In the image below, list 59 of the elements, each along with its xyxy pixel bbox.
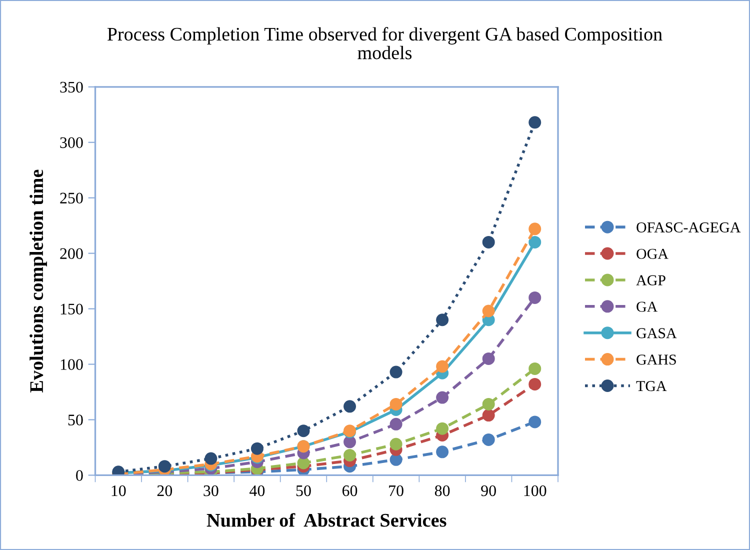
point: [344, 448, 356, 462]
point: [436, 314, 449, 326]
point: [344, 436, 356, 448]
point: [482, 352, 495, 365]
y-tick-label: 250: [60, 192, 83, 204]
x-tick-label: 60: [342, 485, 358, 496]
x-tick-label: 80: [434, 485, 450, 496]
y-tick-label: 100: [60, 359, 83, 370]
point: [250, 442, 264, 455]
y-axis-title: Evolutions completion time: [30, 170, 47, 393]
legend-label: TGA: [636, 381, 667, 392]
legend-label: GAHS: [636, 354, 676, 365]
point: [436, 446, 449, 458]
point: [297, 456, 310, 470]
point: [528, 291, 542, 304]
point: [528, 236, 542, 248]
point: [436, 422, 449, 435]
point: [390, 438, 402, 450]
chart-title: Process Completion Time observed for divergent GA based Composition models: [107, 27, 662, 60]
x-tick-label: 100: [524, 485, 546, 496]
point: [482, 409, 495, 422]
x-tick-label: 10: [112, 485, 126, 496]
point: [482, 304, 495, 318]
point: [297, 424, 310, 438]
legend-label: GASA: [636, 328, 677, 338]
point: [436, 391, 449, 404]
point: [390, 366, 402, 378]
point: [482, 236, 495, 248]
x-tick-label: 70: [389, 485, 404, 496]
x-tick-label: 90: [481, 485, 496, 496]
x-tick-label: 30: [204, 485, 218, 496]
point: [390, 398, 402, 410]
y-tick-label: 350: [60, 82, 83, 93]
point: [528, 116, 542, 129]
point: [436, 360, 449, 373]
y-tick-label: 300: [60, 137, 83, 148]
point: [204, 452, 218, 465]
point: [390, 453, 402, 466]
legend-label: OFASC-AGEGA: [636, 222, 741, 232]
point: [158, 460, 171, 473]
y-tick-label: 0: [76, 470, 83, 481]
point: [482, 398, 495, 410]
x-tick-label: 40: [250, 485, 265, 496]
y-tick-label: 200: [60, 248, 83, 260]
x-tick-label: 50: [296, 485, 311, 496]
y-tick-label: 50: [68, 414, 83, 426]
x-tick-label: 20: [157, 485, 172, 496]
x-axis-title: Number of Abstract Services: [206, 513, 446, 527]
point: [528, 378, 542, 390]
legend-label: OGA: [636, 248, 668, 259]
point: [390, 418, 402, 430]
point: [528, 416, 542, 428]
legend-label: AGP: [636, 275, 666, 286]
point: [528, 362, 542, 375]
point: [482, 433, 495, 446]
point: [344, 400, 356, 413]
legend-label: GA: [636, 302, 658, 312]
point: [528, 222, 542, 236]
y-tick-label: 150: [60, 304, 83, 314]
